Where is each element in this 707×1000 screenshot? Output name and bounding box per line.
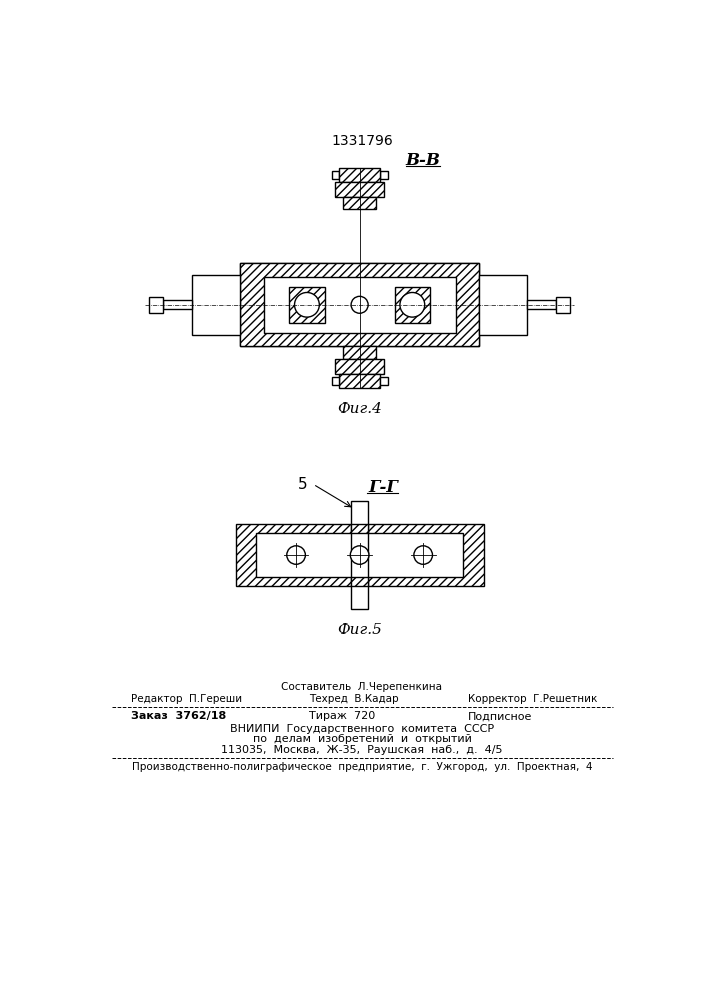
Bar <box>240 263 479 346</box>
Bar <box>351 577 368 586</box>
Bar <box>192 275 240 335</box>
Bar <box>149 297 163 312</box>
Bar <box>380 171 387 179</box>
Bar <box>332 171 339 179</box>
Circle shape <box>287 546 305 564</box>
Circle shape <box>351 296 368 313</box>
Bar <box>235 524 484 586</box>
Text: Подписное: Подписное <box>468 711 532 721</box>
Text: Фиг.5: Фиг.5 <box>337 623 382 637</box>
Bar <box>335 359 385 374</box>
Bar <box>339 168 380 182</box>
Bar <box>380 377 387 385</box>
Text: Фиг.4: Фиг.4 <box>337 402 382 416</box>
Circle shape <box>414 546 433 564</box>
Bar <box>163 300 192 309</box>
Bar <box>344 346 376 359</box>
Bar <box>395 287 430 323</box>
Bar <box>264 277 456 333</box>
Bar <box>351 524 368 533</box>
Bar <box>332 377 339 385</box>
Text: В-В: В-В <box>406 152 440 169</box>
Text: Заказ  3762/18: Заказ 3762/18 <box>131 711 226 721</box>
Text: Редактор  П.Гереши: Редактор П.Гереши <box>131 694 242 704</box>
Text: 5: 5 <box>298 477 307 492</box>
Circle shape <box>400 292 425 317</box>
Text: Корректор  Г.Решетник: Корректор Г.Решетник <box>468 694 597 704</box>
Bar <box>479 275 527 335</box>
Text: Составитель  Л.Черепенкина: Составитель Л.Черепенкина <box>281 682 443 692</box>
Circle shape <box>351 546 369 564</box>
Text: Техред  В.Кадар: Техред В.Кадар <box>309 694 399 704</box>
Circle shape <box>295 292 320 317</box>
Bar <box>240 263 479 346</box>
Bar <box>344 197 376 209</box>
Bar <box>339 374 380 388</box>
Bar <box>556 297 571 312</box>
Text: Г-Г: Г-Г <box>368 479 398 496</box>
Bar <box>335 182 385 197</box>
Bar <box>527 300 556 309</box>
Text: 1331796: 1331796 <box>331 134 393 148</box>
Text: Тираж  720: Тираж 720 <box>309 711 375 721</box>
Text: Производственно-полиграфическое  предприятие,  г.  Ужгород,  ул.  Проектная,  4: Производственно-полиграфическое предприя… <box>132 762 592 772</box>
Text: по  делам  изобретений  и  открытий: по делам изобретений и открытий <box>252 734 472 744</box>
Bar <box>256 533 464 577</box>
Bar <box>351 501 368 609</box>
Text: ВНИИПИ  Государственного  комитета  СССР: ВНИИПИ Государственного комитета СССР <box>230 724 494 734</box>
Bar <box>289 287 325 323</box>
Text: 113035,  Москва,  Ж-35,  Раушская  наб.,  д.  4/5: 113035, Москва, Ж-35, Раушская наб., д. … <box>221 745 503 755</box>
